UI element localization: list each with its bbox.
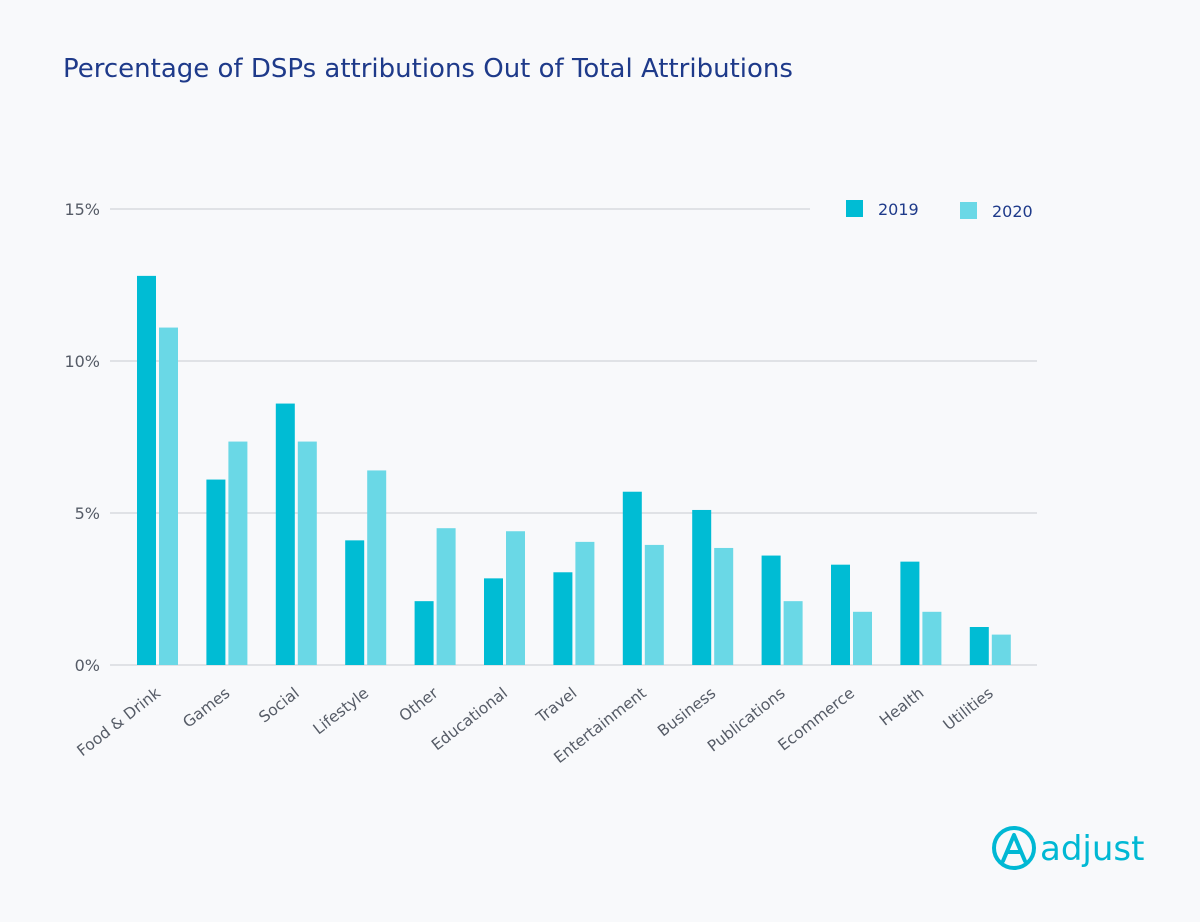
bar-2019 bbox=[553, 572, 573, 665]
y-tick-label: 5% bbox=[75, 504, 100, 523]
bar-2019 bbox=[969, 627, 989, 665]
x-tick-label: Publications bbox=[704, 684, 788, 756]
bar-2020 bbox=[506, 531, 525, 665]
bar-2019 bbox=[831, 564, 850, 665]
bar-2019 bbox=[484, 578, 503, 665]
x-tick-label: Lifestyle bbox=[310, 684, 372, 738]
bar-2020 bbox=[228, 441, 248, 665]
adjust-logo: adjust bbox=[992, 826, 1144, 870]
bar-2020 bbox=[436, 528, 456, 665]
x-tick-label: Other bbox=[396, 684, 442, 726]
x-tick-label: Social bbox=[255, 684, 302, 726]
bar-2020 bbox=[644, 544, 664, 665]
bar-2019 bbox=[761, 555, 781, 665]
bar-2019 bbox=[206, 479, 226, 665]
x-tick-label: Ecommerce bbox=[775, 684, 858, 755]
y-tick-label: 0% bbox=[75, 656, 100, 675]
legend-swatch-2020 bbox=[960, 202, 977, 219]
x-tick-label: Games bbox=[180, 684, 234, 732]
bar-2020 bbox=[714, 547, 734, 665]
bar-2019 bbox=[900, 561, 920, 665]
bar-2020 bbox=[367, 470, 387, 665]
bar-2020 bbox=[991, 634, 1011, 665]
bar-2019 bbox=[622, 491, 642, 665]
legend-swatch-2019 bbox=[846, 200, 863, 217]
bar-2019 bbox=[137, 275, 156, 665]
adjust-logo-text: adjust bbox=[1040, 829, 1144, 869]
x-axis-labels: Food & Drink Games Social Lifestyle OtherEdu… bbox=[74, 684, 997, 767]
bar-2020 bbox=[297, 441, 317, 665]
bar-2020 bbox=[783, 601, 803, 665]
y-axis-ticks: 0% 5% 10% 15% bbox=[64, 200, 100, 675]
legend-label-2020: 2020 bbox=[992, 202, 1033, 221]
x-tick-label: Business bbox=[654, 684, 719, 740]
y-tick-label: 15% bbox=[64, 200, 100, 219]
x-tick-label: Travel bbox=[532, 684, 580, 727]
bar-2019 bbox=[345, 540, 365, 665]
bar-2019 bbox=[692, 509, 712, 665]
bar-2019 bbox=[275, 403, 295, 665]
legend: 2019 2020 bbox=[846, 200, 1033, 221]
bar-2019 bbox=[414, 601, 434, 665]
legend-label-2019: 2019 bbox=[878, 200, 919, 219]
bar-2020 bbox=[575, 541, 595, 665]
chart-title: Percentage of DSPs attributions Out of T… bbox=[63, 54, 793, 84]
adjust-logo-icon bbox=[992, 826, 1036, 870]
bar-2020 bbox=[853, 611, 872, 665]
bars bbox=[137, 275, 1011, 665]
bar-2020 bbox=[922, 611, 942, 665]
x-tick-label: Utilities bbox=[940, 684, 997, 734]
x-tick-label: Food & Drink bbox=[74, 684, 164, 760]
x-tick-label: Health bbox=[876, 684, 927, 730]
bar-2020 bbox=[159, 327, 178, 665]
grid bbox=[110, 208, 1037, 666]
x-tick-label: Educational bbox=[428, 684, 511, 754]
y-tick-label: 10% bbox=[64, 352, 100, 371]
